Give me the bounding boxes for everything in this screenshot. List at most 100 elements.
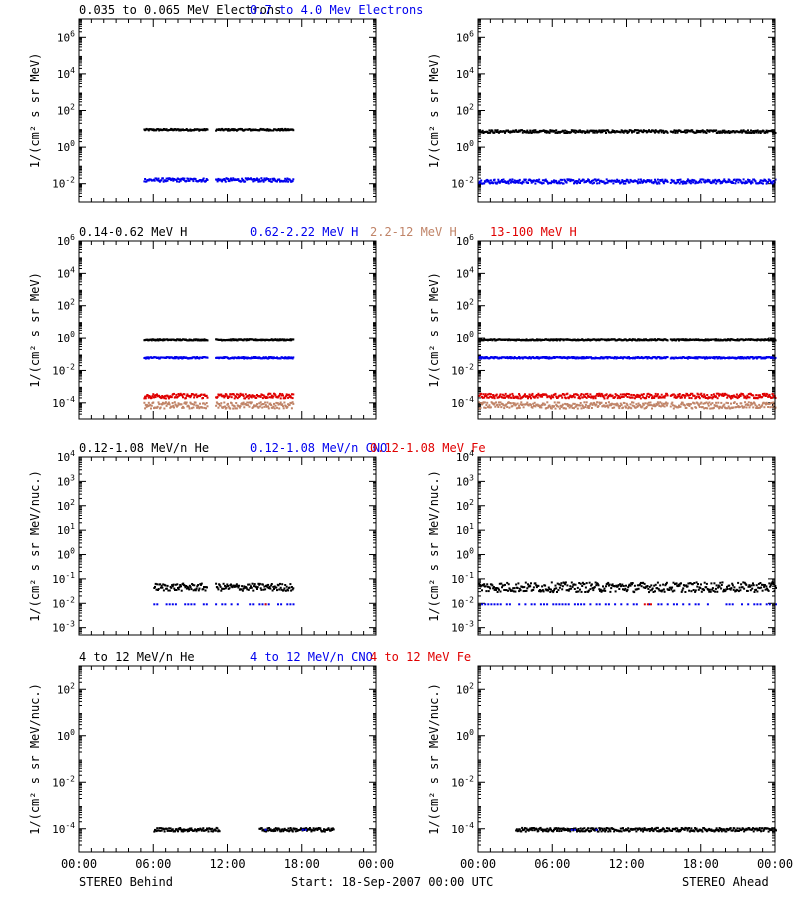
data-point: [718, 180, 721, 183]
data-point: [730, 395, 733, 397]
data-point: [610, 131, 613, 133]
data-point: [197, 405, 200, 408]
data-point: [671, 401, 674, 404]
data-point: [162, 583, 165, 586]
panel-3-behind: 0.12-1.08 MeV/n He 0.12-1.08 MeV/n CNO0.1…: [28, 441, 486, 636]
data-point: [279, 401, 282, 404]
data-point: [765, 129, 768, 132]
y-tick-label: 10-2: [52, 362, 75, 377]
data-points: [478, 338, 777, 410]
data-point: [216, 180, 219, 183]
data-point: [654, 131, 656, 134]
data-point: [749, 404, 752, 407]
data-point: [601, 131, 604, 134]
data-point: [773, 180, 775, 182]
data-point: [241, 177, 244, 180]
data-point: [699, 402, 702, 405]
data-point: [714, 339, 717, 342]
data-point: [270, 394, 273, 397]
data-point: [504, 392, 507, 395]
data-point: [274, 394, 277, 397]
data-points: [143, 338, 295, 410]
data-point: [749, 181, 752, 184]
data-point: [646, 357, 649, 360]
data-point: [605, 402, 607, 405]
data-point: [531, 392, 534, 395]
data-point: [766, 402, 769, 405]
data-point: [534, 182, 537, 185]
data-point: [230, 603, 233, 606]
data-point: [201, 406, 204, 409]
data-point: [707, 404, 710, 407]
data-point: [163, 397, 166, 400]
data-point: [498, 394, 501, 397]
data-point: [268, 180, 271, 183]
y-tick-label: 106: [456, 233, 474, 248]
data-point: [265, 584, 268, 587]
data-point: [701, 406, 704, 408]
y-tick-label: 103: [57, 473, 75, 488]
data-point: [226, 583, 229, 586]
data-point: [526, 401, 529, 404]
data-point: [507, 401, 510, 404]
data-point: [228, 395, 231, 398]
data-point: [584, 396, 587, 398]
data-point: [173, 401, 176, 404]
data-point: [751, 181, 754, 184]
data-point: [537, 180, 540, 183]
data-point: [572, 402, 575, 405]
data-point: [619, 393, 622, 396]
data-point: [634, 406, 637, 409]
data-point: [624, 405, 627, 408]
panel-frame: [477, 240, 776, 420]
data-point: [143, 397, 146, 400]
data-point: [755, 394, 758, 397]
data-point: [718, 130, 721, 133]
data-point: [729, 407, 732, 410]
data-point: [269, 402, 272, 405]
data-point: [498, 401, 500, 404]
data-point: [582, 356, 585, 359]
data-point: [267, 178, 270, 180]
data-point: [256, 403, 258, 406]
data-point: [686, 180, 689, 183]
data-point: [165, 404, 168, 407]
data-point: [512, 357, 515, 360]
data-point: [628, 393, 630, 396]
data-point: [769, 406, 772, 409]
data-point: [746, 181, 749, 184]
data-point: [752, 406, 755, 409]
data-point: [560, 394, 563, 397]
data-point: [173, 357, 175, 360]
data-point: [183, 584, 186, 587]
y-tick-label: 102: [57, 298, 75, 313]
data-point: [648, 179, 650, 182]
data-point: [275, 586, 278, 589]
data-point: [258, 405, 261, 408]
data-point: [144, 357, 147, 360]
data-point: [228, 587, 231, 590]
data-point: [217, 406, 220, 409]
data-point: [693, 394, 696, 397]
data-point: [750, 129, 752, 132]
data-point: [616, 402, 619, 405]
data-point: [498, 180, 500, 183]
data-point: [730, 181, 733, 184]
data-point: [512, 402, 515, 405]
data-point: [216, 402, 219, 405]
data-point: [710, 394, 713, 396]
data-point: [698, 130, 701, 133]
data-point: [184, 603, 187, 606]
data-point: [502, 396, 505, 399]
data-point: [703, 393, 706, 396]
row-title-label: 0.14-0.62 MeV H: [79, 225, 187, 239]
data-point: [689, 179, 692, 182]
data-point: [217, 177, 220, 180]
data-point: [273, 178, 276, 181]
data-point: [230, 393, 232, 396]
data-point: [196, 356, 199, 358]
data-point: [287, 393, 290, 396]
data-point: [495, 182, 498, 185]
data-point: [481, 396, 484, 399]
data-point: [745, 130, 748, 133]
